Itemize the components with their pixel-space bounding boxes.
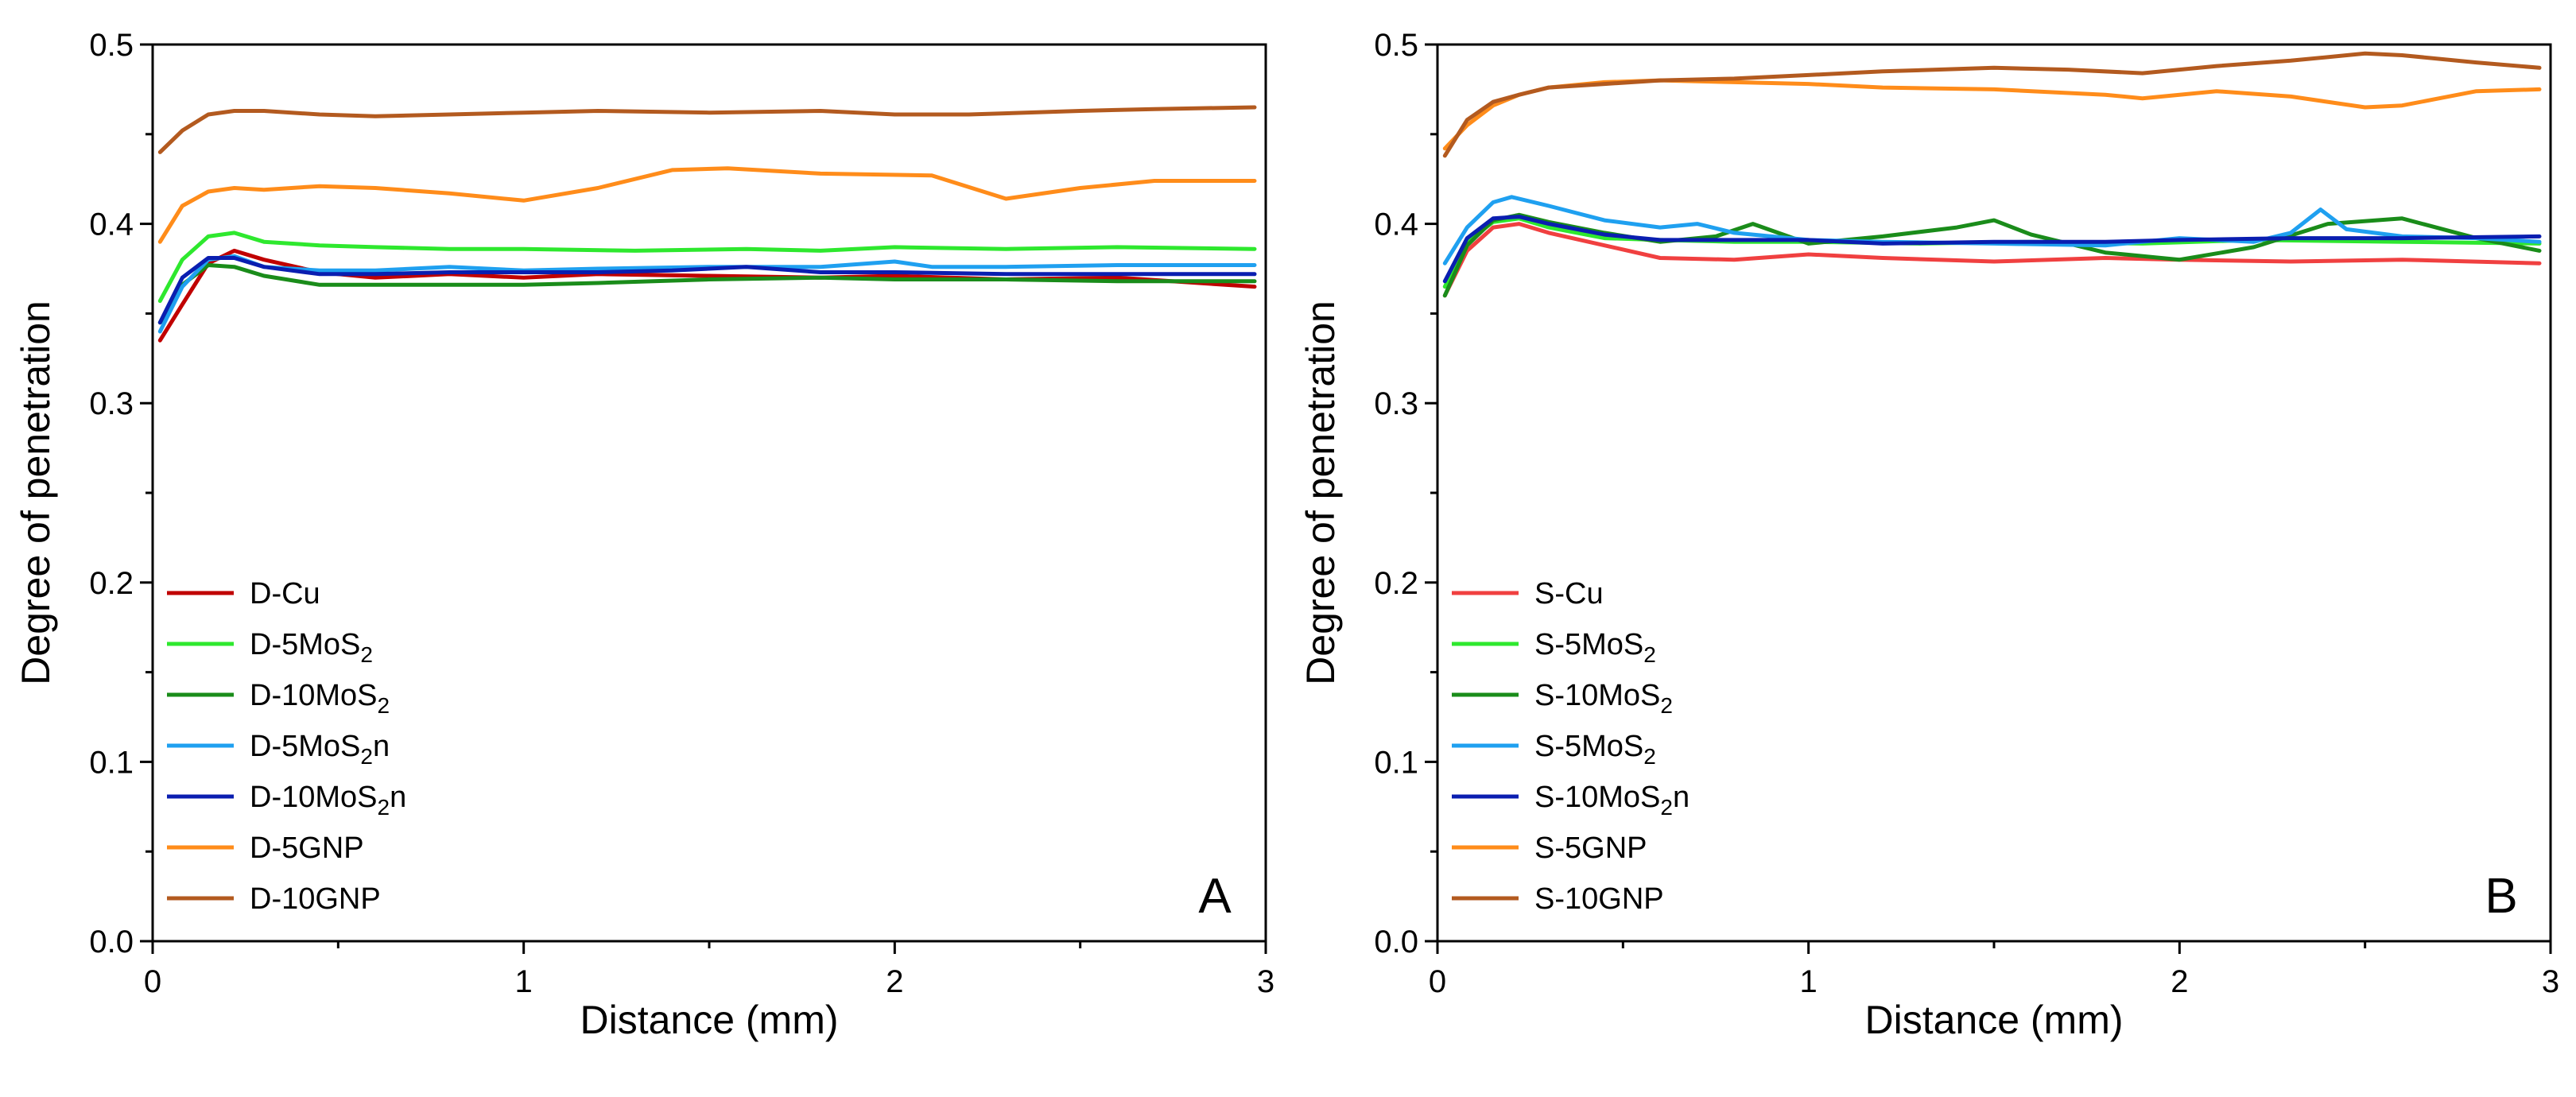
y-tick-label-a-4: 0.4 [89,207,134,242]
legend-label-b-mos2n_10: S-10MoS2n [1534,781,1690,820]
series-line-b-gnp_10 [1442,51,2542,158]
y-tick-label-b-5: 0.5 [1374,28,1418,63]
y-tick-label-b-3: 0.3 [1374,386,1418,421]
series-line-b-mos2_5 [1442,216,2542,289]
x-tick-label-b-0: 0 [1429,964,1446,999]
x-tick-label-a-3: 3 [1257,964,1274,999]
legend-label-b-gnp_10: S-10GNP [1534,882,1664,916]
y-tick-label-b-1: 0.1 [1374,745,1418,780]
y-tick-label-a-0: 0.0 [89,925,134,959]
x-axis-title-a: Distance (mm) [580,998,838,1042]
x-tick-label-a-2: 2 [886,964,903,999]
series-line-a-mos2_10 [157,263,1257,325]
legend-label-a-mos2n_10: D-10MoS2n [250,781,406,820]
panel-b-chart: 0 1 2 3 0.0 0.1 0.2 0.3 0.4 0.5 Distance (mm) Degre… [1298,28,2559,1042]
legend-label-a-gnp_5: D-5GNP [250,831,364,865]
series-line-b-mos2_10 [1442,212,2542,298]
legend-label-b-mos2_10: S-10MoS2 [1534,679,1673,718]
series-line-a-mos2_5 [157,231,1257,304]
series-line-b-mos2n_5 [1442,195,2542,266]
series-line-b-gnp_5 [1442,78,2542,151]
legend-label-b-gnp_5: S-5GNP [1534,831,1647,865]
legend-label-b-mos2n_5: S-5MoS2 [1534,730,1656,769]
y-tick-label-a-1: 0.1 [89,745,134,780]
x-tick-label-a-1: 1 [515,964,533,999]
x-tick-label-b-1: 1 [1800,964,1818,999]
x-tick-label-b-2: 2 [2171,964,2188,999]
y-tick-label-b-2: 0.2 [1374,566,1418,601]
legend-label-b-cu: S-Cu [1534,577,1604,611]
y-tick-label-a-5: 0.5 [89,28,134,63]
panel-letter-b: B [2485,869,2517,924]
series-line-b-cu [1442,222,2542,298]
legend-label-a-gnp_10: D-10GNP [250,882,381,916]
series-line-b-mos2n_10 [1442,215,2542,284]
panel-letter-a: A [1198,869,1232,924]
legend-b: S-Cu S-5MoS2 S-10MoS2 S-5MoS2 S-10MoS2n S-5GN… [1452,577,1690,916]
y-tick-label-b-4: 0.4 [1374,207,1418,242]
series-line-a-gnp_10 [157,105,1257,154]
x-tick-label-b-3: 3 [2542,964,2559,999]
y-axis-title-b: Degree of penetration [1298,300,1343,685]
series-line-a-mos2n_10 [157,256,1257,325]
y-tick-label-a-2: 0.2 [89,566,134,601]
y-tick-label-a-3: 0.3 [89,386,134,421]
legend-label-b-mos2_5: S-5MoS2 [1534,628,1656,667]
legend-a: D-Cu D-5MoS2 D-10MoS2 D-5MoS2n D-10MoS2n D-5G… [167,577,406,916]
x-tick-label-a-0: 0 [144,964,161,999]
legend-label-a-cu: D-Cu [250,577,320,611]
panel-a-chart: 0 1 2 3 0.0 0.1 0.2 0.3 0.4 0.5 Distance (mm) Degre… [14,28,1274,1042]
series-line-a-gnp_5 [157,166,1257,244]
y-axis-title-a: Degree of penetration [14,300,58,685]
x-axis-title-b: Distance (mm) [1864,998,2123,1042]
y-tick-label-b-0: 0.0 [1374,925,1418,959]
legend-label-a-mos2_5: D-5MoS2 [250,628,373,667]
legend-label-a-mos2_10: D-10MoS2 [250,679,390,718]
legend-label-a-mos2n_5: D-5MoS2n [250,730,390,769]
